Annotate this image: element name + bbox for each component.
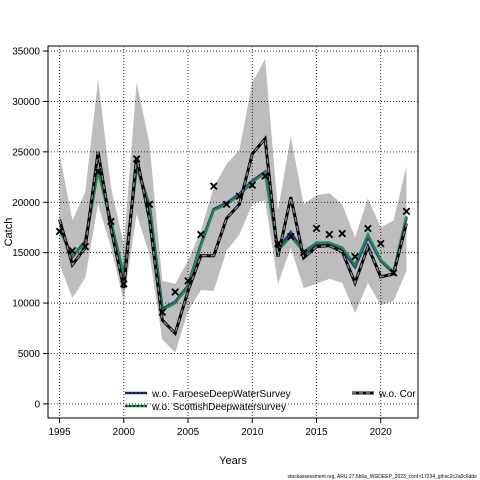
y-tick-label: 5000 — [18, 349, 41, 360]
legend-item: w.o. Cor — [352, 389, 416, 400]
observed-points — [55, 155, 411, 316]
observed-point — [158, 308, 167, 316]
legend-item: w.o. ScottishDeepwatersurvey — [125, 402, 286, 413]
x-tick-label: 2010 — [241, 427, 264, 438]
observed-point — [286, 232, 295, 241]
y-tick-label: 10000 — [12, 299, 40, 310]
y-tick-label: 35000 — [12, 47, 40, 58]
plot-frame — [47, 45, 419, 419]
y-tick-label: 0 — [34, 399, 40, 410]
observed-point — [184, 277, 192, 285]
legend: w.o. FaroeseDeepWaterSurvey w.o. Scottish… — [125, 389, 416, 413]
y-tick-label: 25000 — [12, 147, 40, 158]
observed-point — [274, 239, 282, 248]
observed-point — [171, 288, 180, 296]
x-tick-label: 2015 — [305, 427, 328, 438]
observed-point — [351, 252, 359, 261]
observed-point — [402, 207, 411, 216]
observed-point — [364, 224, 372, 233]
series-lines — [58, 135, 408, 337]
observed-point — [197, 230, 205, 239]
observed-point — [94, 168, 102, 176]
observed-point — [107, 217, 115, 226]
observed-point — [145, 200, 154, 209]
observed-point — [299, 248, 308, 257]
observed-point — [338, 229, 347, 238]
observed-point — [209, 182, 218, 190]
y-tick-label: 15000 — [12, 248, 40, 259]
observed-point — [376, 239, 385, 248]
x-tick-label: 2005 — [177, 427, 200, 438]
observed-point — [248, 181, 257, 189]
observed-point — [261, 172, 269, 180]
footer-note: stockassessment.org, ARU.27.5b6a_WGDEEP_… — [287, 474, 477, 480]
legend-label: w.o. ScottishDeepwatersurvey — [151, 402, 286, 413]
x-tick-label: 2000 — [113, 427, 136, 438]
observed-point — [81, 242, 90, 251]
observed-point — [119, 280, 128, 288]
legend-item: w.o. FaroeseDeepWaterSurvey — [125, 389, 291, 400]
observed-point — [389, 268, 398, 277]
y-axis-label: Catch — [3, 218, 15, 247]
series-line — [58, 166, 408, 313]
observed-point — [235, 192, 244, 201]
observed-point — [222, 200, 231, 209]
observed-point — [55, 227, 64, 236]
axes: 1995 2000 2005 2010 2015 2020 0 5000 10000 15000 2… — [12, 47, 392, 438]
observed-point — [68, 246, 77, 255]
x-axis-label: Years — [219, 455, 247, 467]
y-tick-label: 30000 — [12, 97, 40, 108]
observed-point — [312, 224, 321, 233]
series-line — [58, 137, 408, 335]
observed-point — [132, 155, 141, 163]
x-tick-label: 2020 — [370, 427, 393, 438]
confidence-band — [59, 59, 407, 353]
confidence-band-area — [59, 59, 407, 353]
legend-label: w.o. FaroeseDeepWaterSurvey — [151, 389, 291, 400]
legend-label: w.o. Cor — [378, 389, 416, 400]
y-tick-label: 20000 — [12, 198, 40, 209]
grid — [48, 46, 418, 418]
observed-point — [325, 230, 334, 239]
x-tick-label: 1995 — [48, 427, 71, 438]
